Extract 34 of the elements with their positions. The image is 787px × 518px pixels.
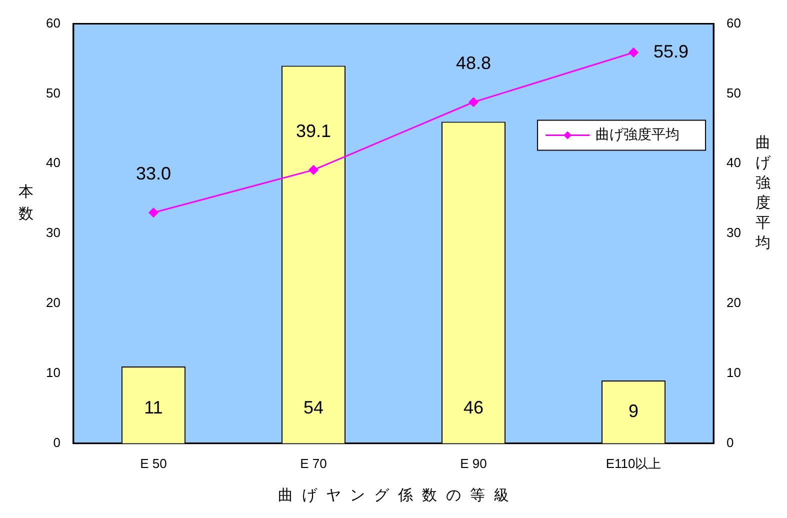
x-tick-label: E 90 <box>460 456 487 471</box>
y2-axis-title: 曲げ強度平均 <box>754 134 772 252</box>
y2-tick-label: 50 <box>726 85 742 100</box>
point <box>148 208 158 218</box>
y2-tick-label: 40 <box>726 155 742 170</box>
point <box>308 165 318 175</box>
y2-tick-label: 20 <box>726 295 742 310</box>
data-label: 48.8 <box>456 53 492 74</box>
y2-tick-label: 30 <box>726 225 742 240</box>
point <box>468 97 478 107</box>
y-tick-label: 20 <box>46 295 60 310</box>
x-tick-label: E110以上 <box>606 456 662 471</box>
y-tick-label: 30 <box>46 225 60 240</box>
point <box>628 48 638 58</box>
y2-tick-label: 10 <box>726 365 742 380</box>
y-tick-label: 50 <box>46 85 60 100</box>
data-label: 55.9 <box>654 41 689 62</box>
data-label: 46 <box>463 397 484 418</box>
text: 曲げヤング係数の等級 <box>278 487 509 504</box>
data-label: 11 <box>144 397 163 418</box>
y-tick-label: 60 <box>46 15 60 30</box>
legend-label: 曲げ強度平均 <box>596 126 680 142</box>
x-tick-label: E 70 <box>300 456 327 471</box>
y2-tick-label: 60 <box>726 15 742 30</box>
data-label: 39.1 <box>296 120 332 141</box>
data-label: 9 <box>628 400 639 421</box>
data-label: 33.0 <box>136 164 171 184</box>
data-label: 54 <box>303 397 324 418</box>
y2-tick-label: 0 <box>726 434 734 450</box>
y-tick-label: 40 <box>46 155 60 170</box>
x-tick-label: E 50 <box>140 456 167 471</box>
y-tick-label: 0 <box>53 434 60 450</box>
y-axis-title: 本数 <box>18 184 34 223</box>
y-tick-label: 10 <box>46 365 60 380</box>
